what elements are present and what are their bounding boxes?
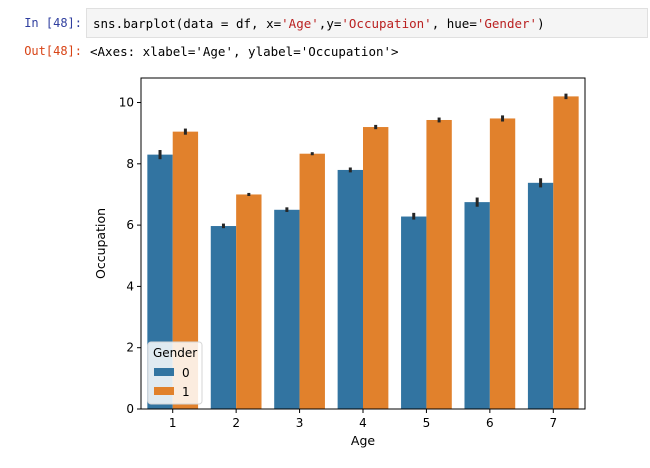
- code-segment: ,y=: [318, 16, 342, 31]
- y-axis: 0 2 4 6 8 10: [119, 96, 141, 416]
- y-tick-label: 6: [126, 218, 134, 232]
- bar-gender-1-age-5: [426, 119, 452, 409]
- bar-gender-0-age-7: [527, 182, 554, 409]
- x-axis-label: Age: [351, 433, 375, 448]
- output-repr-text: <Axes: xlabel='Age', ylabel='Occupation'…: [90, 44, 399, 59]
- bar-gender-1-age-7: [553, 96, 579, 409]
- code-string: 'Age': [281, 16, 319, 31]
- bars-layer: [147, 96, 579, 409]
- code-string: 'Gender': [476, 16, 538, 31]
- bar-gender-1-age-4: [363, 127, 389, 409]
- x-tick-label: 1: [169, 416, 177, 430]
- legend-swatch-0: [154, 368, 174, 376]
- x-tick-label: 3: [296, 416, 304, 430]
- x-axis: 1 2 3 4 5 6 7: [169, 409, 557, 430]
- input-prompt: In [48]:: [24, 16, 82, 30]
- code-segment: ): [537, 16, 545, 31]
- code-string: 'Occupation': [341, 16, 432, 31]
- y-tick-label: 4: [126, 279, 134, 293]
- y-axis-label: Occupation: [93, 208, 108, 279]
- code-segment: , hue=: [431, 16, 477, 31]
- legend-title: Gender: [153, 346, 197, 360]
- bar-gender-1-age-6: [489, 118, 516, 409]
- code-cell-input[interactable]: sns.barplot(data = df, x='Age',y='Occupa…: [86, 8, 648, 38]
- code-segment: sns.barplot(data = df, x=: [93, 16, 282, 31]
- x-tick-label: 2: [232, 416, 240, 430]
- legend-swatch-1: [154, 387, 174, 395]
- y-tick-label: 10: [119, 96, 134, 110]
- bar-gender-0-age-2: [210, 226, 237, 409]
- bar-gender-1-age-2: [236, 194, 262, 409]
- legend: Gender 01: [147, 341, 203, 405]
- x-tick-label: 4: [359, 416, 367, 430]
- bar-gender-0-age-4: [337, 169, 363, 409]
- output-prompt: Out[48]:: [24, 44, 82, 58]
- x-tick-label: 7: [549, 416, 557, 430]
- x-tick-label: 6: [486, 416, 494, 430]
- y-tick-label: 0: [126, 402, 134, 416]
- bar-gender-1-age-3: [299, 153, 325, 409]
- bar-gender-0-age-6: [464, 202, 490, 409]
- x-tick-label: 5: [423, 416, 431, 430]
- y-tick-label: 2: [126, 341, 134, 355]
- error-bars-layer: [158, 93, 568, 229]
- y-tick-label: 8: [126, 157, 134, 171]
- bar-gender-0-age-3: [274, 209, 300, 409]
- bar-gender-0-age-5: [401, 216, 427, 409]
- legend-items: 01: [154, 366, 190, 399]
- legend-label-0: 0: [182, 366, 190, 380]
- legend-label-1: 1: [182, 385, 190, 399]
